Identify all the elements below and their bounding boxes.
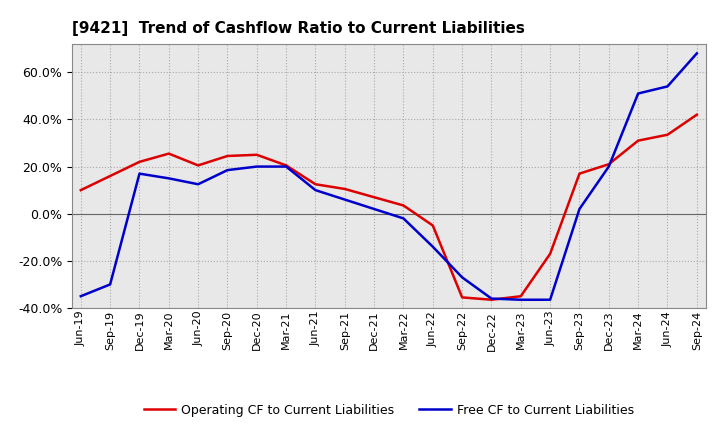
Operating CF to Current Liabilities bbox=[370, 194, 379, 200]
Line: Operating CF to Current Liabilities: Operating CF to Current Liabilities bbox=[81, 115, 697, 300]
Operating CF to Current Liabilities bbox=[458, 295, 467, 300]
Operating CF to Current Liabilities bbox=[663, 132, 672, 137]
Free CF to Current Liabilities bbox=[253, 164, 261, 169]
Free CF to Current Liabilities bbox=[487, 296, 496, 301]
Operating CF to Current Liabilities bbox=[194, 163, 202, 168]
Free CF to Current Liabilities bbox=[76, 293, 85, 299]
Free CF to Current Liabilities bbox=[282, 164, 290, 169]
Operating CF to Current Liabilities bbox=[516, 293, 525, 299]
Operating CF to Current Liabilities bbox=[546, 251, 554, 257]
Operating CF to Current Liabilities bbox=[693, 112, 701, 117]
Free CF to Current Liabilities bbox=[194, 182, 202, 187]
Free CF to Current Liabilities bbox=[311, 187, 320, 193]
Text: [9421]  Trend of Cashflow Ratio to Current Liabilities: [9421] Trend of Cashflow Ratio to Curren… bbox=[72, 21, 525, 36]
Operating CF to Current Liabilities bbox=[605, 161, 613, 167]
Free CF to Current Liabilities bbox=[164, 176, 173, 181]
Operating CF to Current Liabilities bbox=[634, 138, 642, 143]
Free CF to Current Liabilities bbox=[693, 51, 701, 56]
Free CF to Current Liabilities bbox=[399, 216, 408, 221]
Operating CF to Current Liabilities bbox=[282, 163, 290, 168]
Operating CF to Current Liabilities bbox=[135, 159, 144, 165]
Free CF to Current Liabilities bbox=[663, 84, 672, 89]
Free CF to Current Liabilities bbox=[341, 197, 349, 202]
Free CF to Current Liabilities bbox=[458, 275, 467, 280]
Operating CF to Current Liabilities bbox=[428, 223, 437, 228]
Operating CF to Current Liabilities bbox=[253, 152, 261, 158]
Free CF to Current Liabilities bbox=[135, 171, 144, 176]
Operating CF to Current Liabilities bbox=[487, 297, 496, 302]
Operating CF to Current Liabilities bbox=[311, 182, 320, 187]
Free CF to Current Liabilities bbox=[605, 164, 613, 169]
Operating CF to Current Liabilities bbox=[341, 186, 349, 191]
Free CF to Current Liabilities bbox=[575, 206, 584, 212]
Free CF to Current Liabilities bbox=[634, 91, 642, 96]
Operating CF to Current Liabilities bbox=[106, 173, 114, 179]
Free CF to Current Liabilities bbox=[223, 168, 232, 173]
Operating CF to Current Liabilities bbox=[223, 153, 232, 158]
Operating CF to Current Liabilities bbox=[164, 151, 173, 156]
Operating CF to Current Liabilities bbox=[575, 171, 584, 176]
Line: Free CF to Current Liabilities: Free CF to Current Liabilities bbox=[81, 53, 697, 300]
Free CF to Current Liabilities bbox=[546, 297, 554, 302]
Legend: Operating CF to Current Liabilities, Free CF to Current Liabilities: Operating CF to Current Liabilities, Fre… bbox=[139, 399, 639, 422]
Free CF to Current Liabilities bbox=[370, 206, 379, 212]
Free CF to Current Liabilities bbox=[106, 282, 114, 287]
Operating CF to Current Liabilities bbox=[399, 203, 408, 208]
Free CF to Current Liabilities bbox=[516, 297, 525, 302]
Operating CF to Current Liabilities bbox=[76, 187, 85, 193]
Free CF to Current Liabilities bbox=[428, 244, 437, 249]
